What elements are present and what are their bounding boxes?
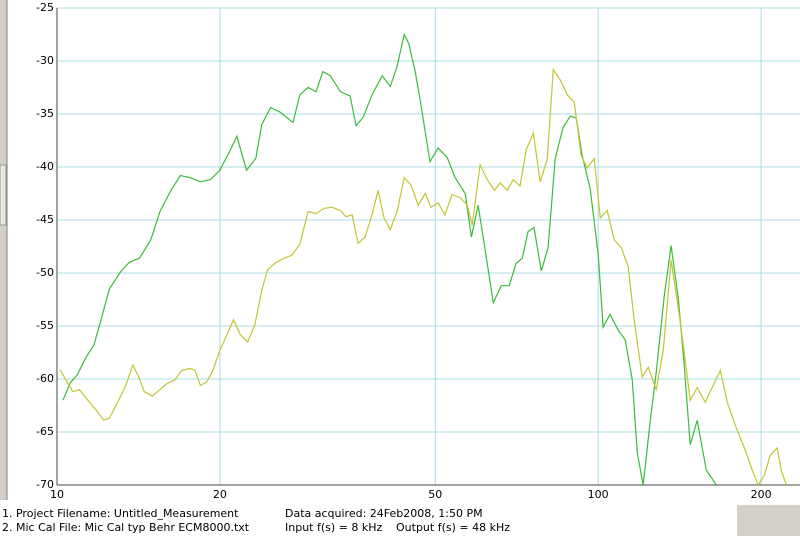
y-tick-label: -40 [36, 160, 54, 173]
series-line [62, 32, 717, 485]
y-tick-label: -50 [36, 266, 54, 279]
footer-text: 2. Mic Cal File: Mic Cal typ Behr ECM800… [2, 521, 250, 534]
y-tick-label: -45 [36, 213, 54, 226]
y-tick-label: -70 [36, 478, 54, 491]
y-tick-label: -25 [36, 1, 54, 14]
footer-text: 1. Project Filename: Untitled_Measuremen… [2, 507, 239, 520]
footer-text: Data acquired: 24Feb2008, 1:50 PM [285, 507, 483, 520]
y-tick-label: -35 [36, 107, 54, 120]
side-scroll[interactable] [0, 164, 7, 226]
y-tick-label: -65 [36, 425, 54, 438]
side-panel [0, 0, 7, 500]
x-tick-label: 100 [588, 488, 609, 501]
x-tick-label: 20 [213, 488, 227, 501]
y-tick-label: -60 [36, 372, 54, 385]
x-tick-label: 200 [751, 488, 772, 501]
x-tick-label: 10 [50, 488, 64, 501]
footer-text: Output f(s) = 48 kHz [396, 521, 510, 534]
series-line [59, 67, 787, 485]
y-tick-label: -55 [36, 319, 54, 332]
x-tick-label: 50 [428, 488, 442, 501]
footer-text: Input f(s) = 8 kHz [285, 521, 383, 534]
status-box [737, 505, 800, 536]
y-tick-label: -30 [36, 54, 54, 67]
